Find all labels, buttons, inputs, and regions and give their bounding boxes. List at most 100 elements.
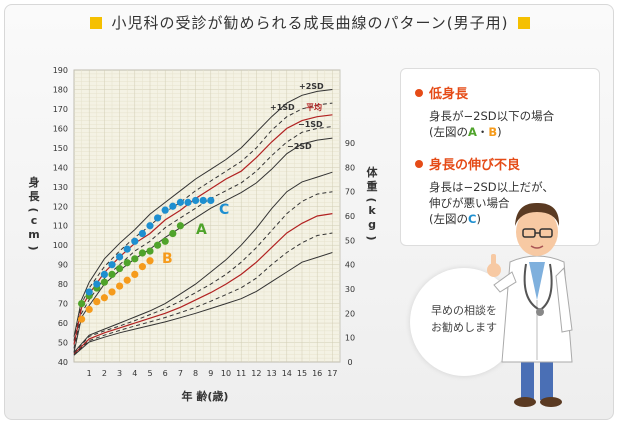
slow-growth-title: 身長の伸び不良 bbox=[429, 158, 521, 173]
y-tick-left: 70 bbox=[58, 300, 68, 309]
callout-box: 低身長 身長が−2SD以下の場合 (左図のA・B) 身長の伸び不良 身長は−2S… bbox=[400, 68, 600, 246]
data-point-B bbox=[123, 276, 131, 284]
slow-growth-line1: 身長は−2SD以上だが、 bbox=[429, 180, 554, 194]
y-tick-left: 110 bbox=[53, 222, 68, 231]
data-point-C bbox=[131, 237, 139, 245]
x-tick: 5 bbox=[147, 369, 152, 378]
y-tick-right: 40 bbox=[345, 261, 355, 270]
data-point-A bbox=[138, 249, 146, 257]
y-tick-left: 180 bbox=[53, 85, 68, 94]
y-axis-label-right: g bbox=[368, 218, 376, 231]
ref-suffix: ) bbox=[476, 212, 481, 226]
x-tick: 1 bbox=[87, 369, 92, 378]
x-tick: 15 bbox=[297, 369, 307, 378]
data-point-A bbox=[123, 259, 131, 267]
curve-label: −2SD bbox=[287, 142, 312, 151]
curve-label: −1SD bbox=[298, 120, 323, 129]
y-tick-right: 60 bbox=[345, 212, 355, 221]
data-point-A bbox=[169, 229, 177, 238]
data-point-A bbox=[78, 300, 86, 308]
x-tick: 10 bbox=[221, 369, 231, 378]
y-axis-label-left: m bbox=[28, 228, 39, 241]
weight-curve-line bbox=[73, 213, 333, 355]
data-point-C bbox=[184, 198, 192, 206]
data-point-C bbox=[169, 202, 177, 210]
data-point-B bbox=[131, 270, 139, 278]
y-axis-label-right: 重 bbox=[367, 179, 378, 193]
curve-label: +1SD bbox=[270, 103, 295, 112]
y-tick-left: 60 bbox=[58, 319, 68, 328]
advice-line1: 早めの相談を bbox=[431, 304, 497, 317]
y-tick-left: 50 bbox=[58, 339, 68, 348]
x-tick: 8 bbox=[193, 369, 198, 378]
data-point-A bbox=[100, 278, 108, 286]
data-point-B bbox=[146, 257, 154, 265]
short-stature-text: 身長が−2SD以下の場合 (左図のA・B) bbox=[429, 108, 599, 140]
advice-bubble: 早めの相談を お勧めします bbox=[410, 268, 518, 376]
y-tick-right: 70 bbox=[345, 188, 355, 197]
data-point-C bbox=[207, 196, 215, 205]
y-axis-label-left: c bbox=[31, 214, 38, 227]
y-tick-right: 80 bbox=[345, 163, 355, 172]
y-tick-right: 0 bbox=[347, 358, 352, 367]
weight-curve-line bbox=[73, 232, 333, 356]
x-tick: 3 bbox=[117, 369, 122, 378]
y-axis-label-left: 身 bbox=[29, 175, 40, 189]
slow-growth-text: 身長は−2SD以上だが、 伸びが悪い場合 (左図のC) bbox=[429, 179, 599, 227]
y-tick-right: 30 bbox=[345, 285, 355, 294]
y-axis-label-left: 長 bbox=[29, 190, 41, 203]
height-curve-line bbox=[73, 89, 333, 337]
y-tick-left: 130 bbox=[53, 183, 68, 192]
ref-a: A bbox=[468, 125, 477, 139]
x-tick: 4 bbox=[132, 369, 137, 378]
data-point-C bbox=[161, 206, 169, 214]
y-tick-right: 20 bbox=[345, 309, 355, 318]
data-point-B bbox=[93, 298, 101, 306]
data-point-C bbox=[192, 196, 200, 205]
y-tick-right: 50 bbox=[345, 236, 355, 245]
x-tick: 11 bbox=[236, 369, 246, 378]
data-point-A bbox=[116, 264, 124, 273]
ref-c: C bbox=[468, 212, 477, 226]
ref-suffix: ) bbox=[497, 125, 502, 139]
y-tick-left: 170 bbox=[53, 105, 68, 114]
x-tick: 14 bbox=[282, 369, 292, 378]
y-axis-label-right: ( bbox=[365, 197, 378, 202]
data-point-B bbox=[116, 282, 124, 290]
series-label-C: C bbox=[219, 202, 229, 218]
data-point-A bbox=[146, 247, 154, 255]
y-axis-label-right: 体 bbox=[367, 165, 379, 179]
data-point-C bbox=[100, 270, 108, 278]
data-point-C bbox=[146, 222, 154, 230]
bullet-dot-icon bbox=[415, 89, 423, 97]
y-tick-left: 190 bbox=[53, 66, 68, 75]
short-stature-line2: (左図のA・B) bbox=[429, 124, 599, 140]
title-square-left-icon bbox=[89, 17, 102, 29]
page-title: 小児科の受診が勧められる成長曲線のパターン(男子用) bbox=[111, 14, 509, 32]
data-point-C bbox=[116, 253, 124, 261]
height-curve-line bbox=[73, 126, 333, 349]
advice-line2: お勧めします bbox=[431, 321, 497, 334]
series-label-B: B bbox=[162, 251, 173, 267]
y-tick-left: 40 bbox=[58, 358, 68, 367]
y-tick-right: 10 bbox=[345, 334, 355, 343]
x-tick: 17 bbox=[327, 369, 337, 378]
weight-curve-line bbox=[73, 191, 333, 354]
y-axis-label-right: k bbox=[368, 204, 376, 217]
data-point-C bbox=[123, 245, 131, 253]
x-tick: 9 bbox=[208, 369, 213, 378]
data-point-A bbox=[108, 270, 116, 278]
x-tick: 6 bbox=[163, 369, 168, 378]
series-label-A: A bbox=[196, 222, 207, 238]
slow-growth-line2: 伸びが悪い場合 bbox=[429, 196, 510, 210]
data-point-B bbox=[100, 294, 108, 302]
bullet-dot-icon bbox=[415, 160, 423, 168]
y-axis-label-right: ) bbox=[365, 235, 378, 240]
curve-label: +2SD bbox=[299, 82, 324, 91]
short-stature-heading: 低身長 bbox=[415, 83, 599, 102]
y-axis-label-left: ( bbox=[27, 207, 40, 212]
ref-prefix: (左図の bbox=[429, 212, 468, 226]
data-point-C bbox=[154, 214, 162, 222]
short-stature-title: 低身長 bbox=[429, 87, 469, 102]
y-axis-label-left: ) bbox=[27, 245, 40, 250]
